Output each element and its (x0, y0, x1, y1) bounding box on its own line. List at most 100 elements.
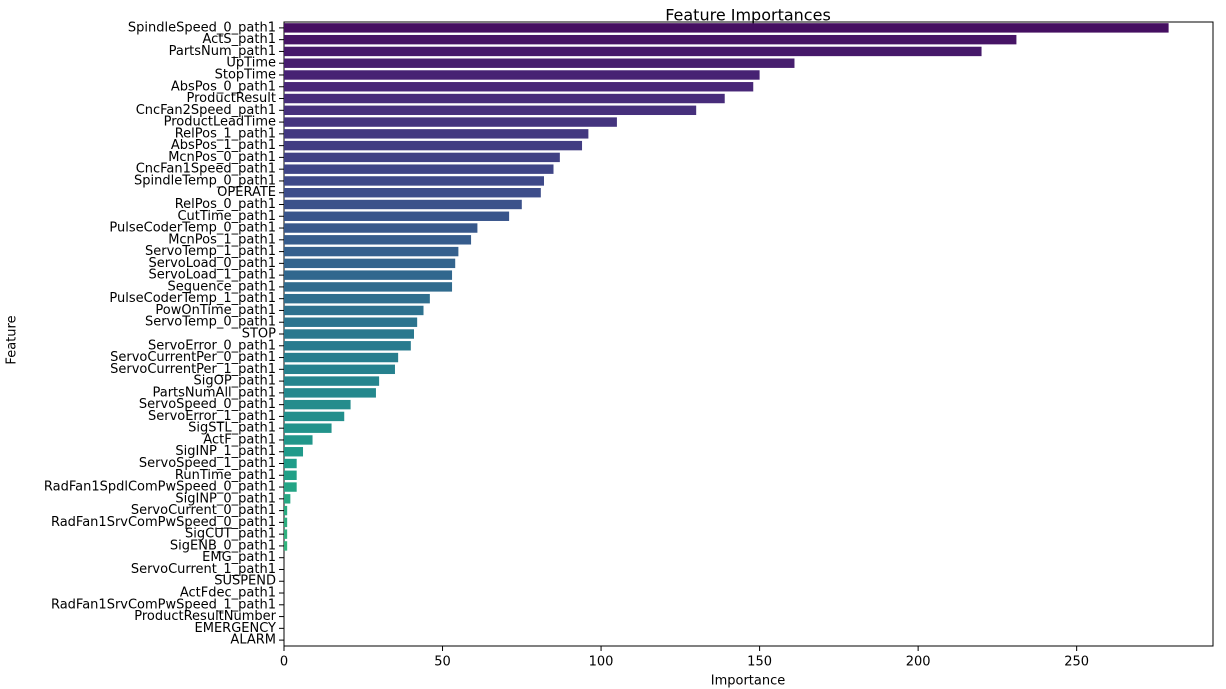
bar (284, 211, 510, 221)
bar (284, 458, 297, 469)
y-tick-label: ServoCurrent_1_path1 (131, 562, 276, 577)
y-tick-label: PulseCoderTemp_0_path1 (109, 221, 276, 236)
bar (284, 470, 297, 480)
y-tick-label: ActS_path1 (203, 32, 277, 47)
y-tick-label: ServoCurrentPer_0_path1 (110, 350, 276, 365)
bar (284, 70, 760, 80)
y-tick-label: RelPos_0_path1 (175, 197, 276, 212)
y-tick-label: ALARM (230, 633, 276, 648)
y-tick-label: RunTime_path1 (175, 468, 276, 483)
y-tick-label: ServoTemp_1_path1 (145, 244, 276, 259)
y-tick-label: AbsPos_1_path1 (171, 138, 276, 153)
bar (284, 258, 456, 269)
y-tick-label: PowOnTime_path1 (155, 303, 276, 318)
y-tick-label: SUSPEND (214, 574, 276, 589)
y-tick-label: AbsPos_0_path1 (171, 79, 276, 94)
bar (284, 364, 395, 375)
y-tick-label: ServoSpeed_1_path1 (139, 456, 276, 471)
y-tick-label: SigOP_path1 (193, 374, 276, 389)
y-tick-label: SigINP_1_path1 (175, 444, 276, 459)
y-tick-label: OPERATE (217, 185, 276, 200)
y-tick-label: ServoError_0_path1 (148, 338, 276, 353)
axes-frame (283, 21, 1214, 647)
bar (284, 188, 541, 198)
x-tick-label: 100 (589, 655, 614, 670)
bar (284, 164, 554, 174)
y-tick-label: SigSTL_path1 (188, 421, 276, 436)
bar (284, 223, 478, 233)
y-tick-label: StopTime (215, 67, 276, 82)
y-tick-label: SpindleTemp_0_path1 (134, 173, 276, 188)
y-tick-label: ActFdec_path1 (180, 586, 276, 601)
y-tick-label: ServoError_1_path1 (148, 409, 276, 424)
bar (284, 517, 288, 528)
y-tick-label: Sequence_path1 (168, 279, 276, 294)
y-tick-label: RelPos_1_path1 (175, 126, 276, 141)
bar (284, 140, 583, 151)
y-tick-label: McnPos_0_path1 (168, 150, 276, 165)
y-tick-label: STOP (242, 327, 276, 342)
bar (284, 246, 459, 257)
y-tick-label: ServoSpeed_0_path1 (139, 397, 276, 412)
bar (284, 423, 332, 433)
bar (284, 293, 430, 304)
x-axis-label: Importance (711, 674, 786, 689)
x-tick-label: 50 (434, 655, 451, 670)
y-tick-label: CncFan2Speed_path1 (136, 103, 276, 118)
bar (284, 46, 982, 57)
bar (284, 282, 453, 292)
bar (284, 199, 522, 210)
y-tick-label: McnPos_1_path1 (168, 232, 276, 247)
bar (284, 376, 380, 386)
y-tick-label: ServoLoad_1_path1 (148, 268, 276, 283)
y-tick-label: ActF_path1 (203, 432, 276, 447)
y-tick-label: ProductResult (186, 91, 276, 106)
y-tick-label: EMG_path1 (202, 550, 276, 565)
y-tick-label: ServoTemp_0_path1 (145, 315, 276, 330)
bar (284, 152, 560, 163)
bar (284, 117, 617, 127)
y-tick-label: RadFan1SrvComPwSpeed_0_path1 (51, 515, 276, 530)
bar (284, 129, 589, 139)
y-tick-label: SpindleSpeed_0_path1 (128, 20, 276, 35)
y-tick-label: ServoLoad_0_path1 (148, 256, 276, 271)
y-tick-label: ProductLeadTime (164, 115, 276, 130)
x-tick-label: 200 (906, 655, 931, 670)
bar (284, 23, 1169, 33)
bar (284, 105, 697, 116)
y-tick-label: SigENB_0_path1 (170, 538, 276, 553)
bar (284, 317, 418, 327)
bar (284, 411, 345, 422)
y-tick-label: SigCUT_path1 (185, 527, 276, 542)
y-tick-label: SigINP_0_path1 (175, 491, 276, 506)
bar (284, 235, 472, 245)
y-tick-label: ProductResultNumber (134, 609, 276, 624)
bar (284, 447, 304, 457)
y-tick-label: CncFan1Speed_path1 (136, 162, 276, 177)
bar (284, 176, 544, 186)
y-tick-label: PartsNumAll_path1 (152, 385, 276, 400)
bar (284, 505, 288, 516)
bar (284, 388, 376, 398)
bar (284, 270, 453, 280)
y-tick-label: RadFan1SrvComPwSpeed_1_path1 (51, 597, 276, 612)
bar (284, 341, 411, 351)
y-tick-label: ServoCurrentPer_1_path1 (110, 362, 276, 377)
bar (284, 93, 725, 104)
bar (284, 34, 1017, 45)
y-tick-label: RadFan1SpdlComPwSpeed_0_path1 (44, 480, 276, 495)
y-axis-label: Feature (5, 315, 20, 364)
bar (284, 305, 424, 316)
y-tick-label: ServoCurrent_0_path1 (131, 503, 276, 518)
y-tick-label: CutTime_path1 (177, 209, 276, 224)
x-tick-label: 0 (280, 655, 288, 670)
bar (284, 82, 754, 92)
y-tick-label: PulseCoderTemp_1_path1 (109, 291, 276, 306)
y-tick-label: PartsNum_path1 (169, 44, 276, 59)
bar (284, 541, 288, 551)
y-tick-label: EMERGENCY (195, 621, 277, 636)
y-tick-label: UpTime (226, 56, 276, 71)
bar (284, 329, 414, 339)
bar (284, 435, 313, 445)
